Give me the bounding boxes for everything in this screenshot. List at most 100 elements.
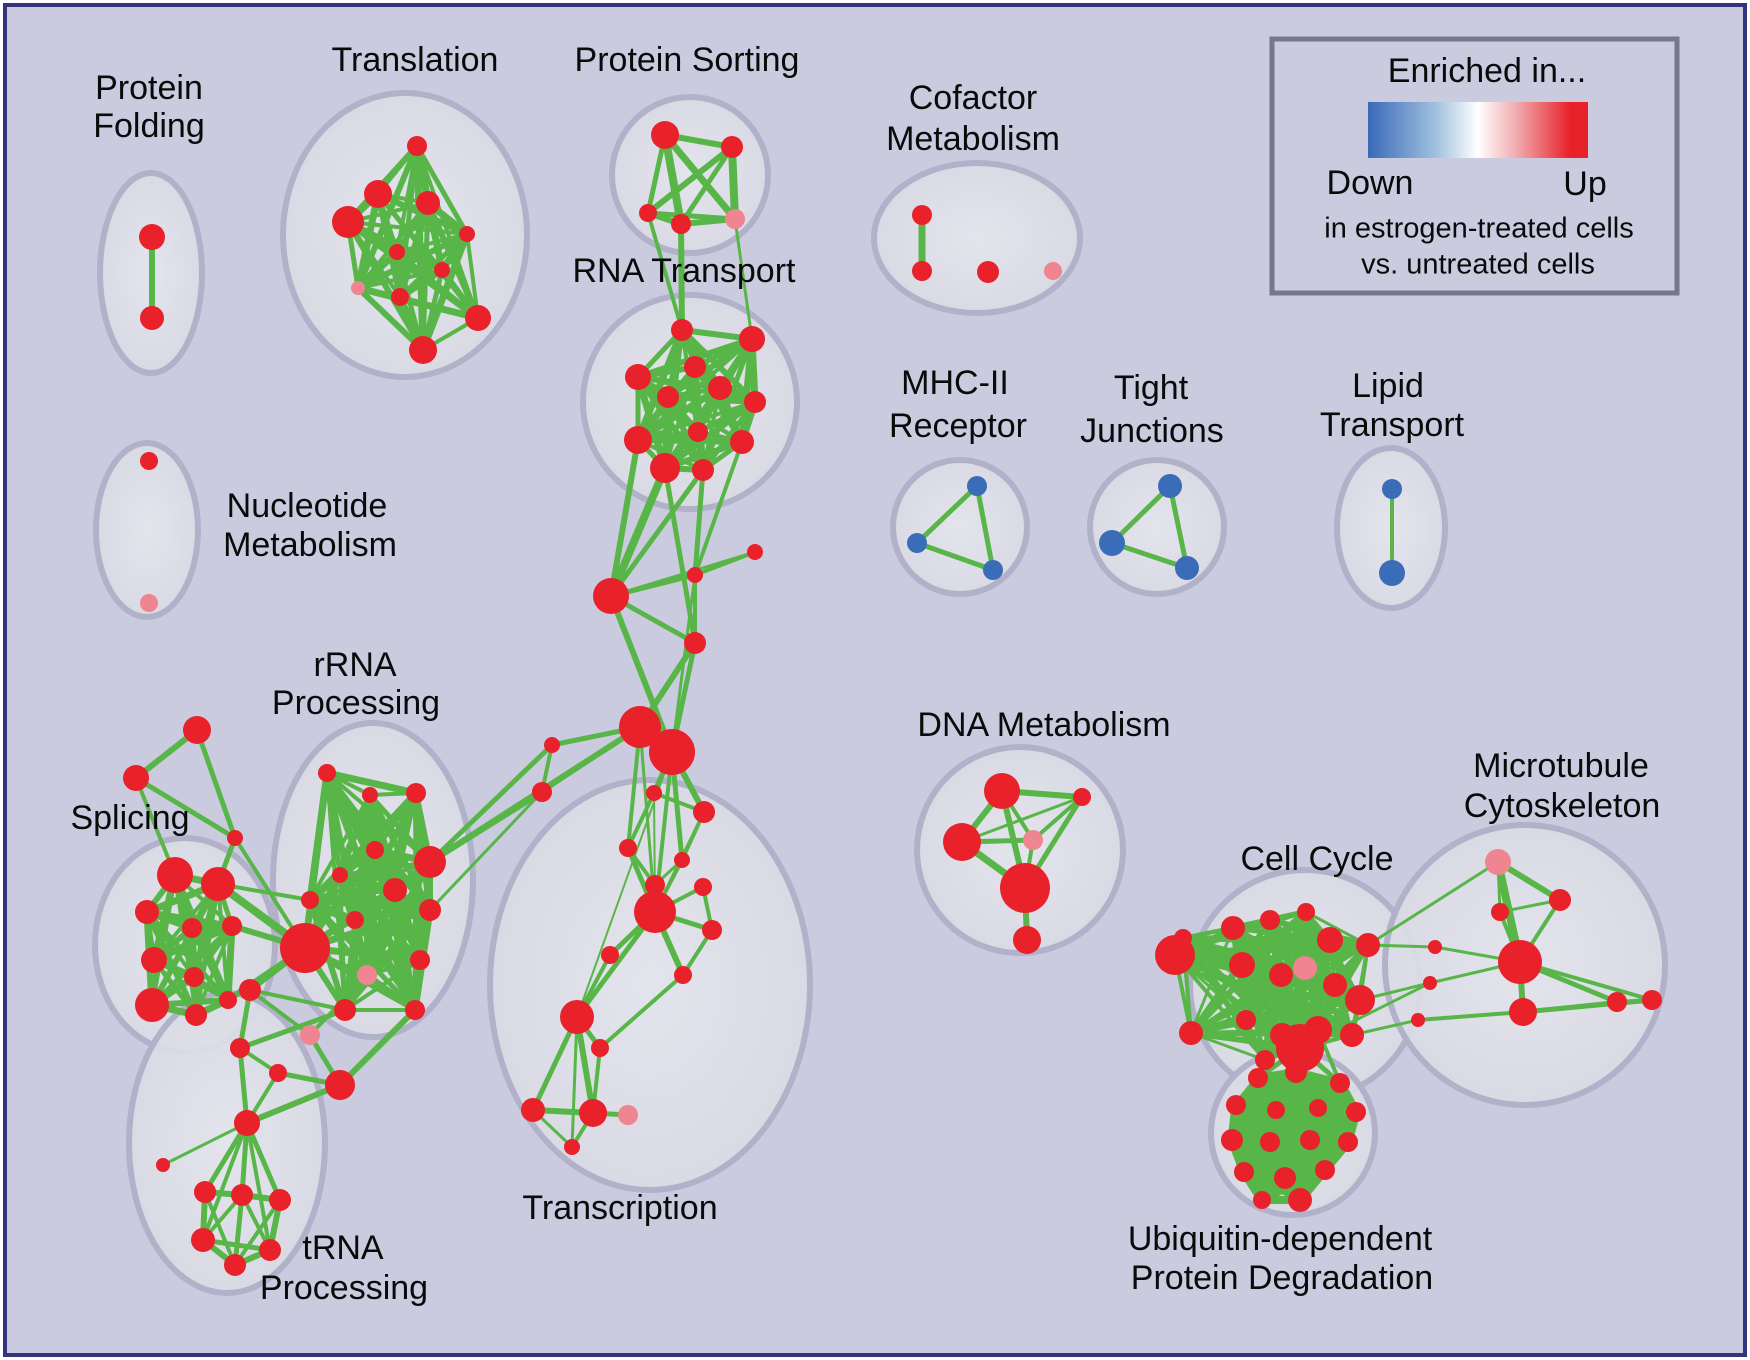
node-connectors-11	[239, 979, 261, 1001]
legend-gradient-bar	[1368, 102, 1588, 158]
node-splicing-3	[182, 918, 202, 938]
edge-cell-cycle	[1189, 973, 1283, 1035]
node-translation-9	[465, 305, 491, 331]
node-rrna-processing-12	[410, 950, 430, 970]
node-connectors-10	[227, 830, 243, 846]
node-cell-cycle-7	[1293, 956, 1317, 980]
node-rna-transport-2	[625, 364, 651, 390]
node-ubiquitin-degradation-8	[1260, 1132, 1280, 1152]
cluster-label-transcription-0: Transcription	[522, 1189, 717, 1227]
node-ubiquitin-degradation-3	[1226, 1095, 1246, 1115]
node-transcription-0	[646, 785, 662, 801]
node-dna-metabolism-3	[1023, 830, 1043, 850]
edge-rrna-processing	[323, 769, 420, 797]
node-cell-cycle-5	[1356, 933, 1380, 957]
edge-protein-sorting	[645, 144, 735, 216]
node-rrna-processing-13	[334, 999, 356, 1021]
node-transcription-12	[521, 1098, 545, 1122]
node-microtubule-cytoskeleton-4	[1509, 998, 1537, 1026]
cluster-label-mhc-ii-receptor-0: MHC-II	[901, 364, 1009, 402]
cluster-label-cofactor-metabolism-0: Cofactor	[909, 79, 1038, 117]
node-splicing-9	[219, 991, 237, 1009]
edge-translation	[356, 268, 444, 290]
node-splicing-0	[157, 857, 193, 893]
edge-rrna-processing	[308, 860, 432, 902]
edge-rrna-processing	[353, 918, 417, 1012]
edge-translation	[355, 285, 426, 353]
node-translation-8	[391, 288, 409, 306]
cluster-label-translation-0: Translation	[332, 41, 499, 79]
edge-protein-sorting	[678, 144, 735, 227]
edge-protein-sorting	[661, 131, 739, 223]
node-ubiquitin-degradation-11	[1234, 1162, 1254, 1182]
edge-cell-cycle	[1173, 953, 1267, 1062]
node-rna-transport-7	[688, 422, 708, 442]
node-splicing-5	[141, 947, 167, 973]
node-cofactor-metabolism-1	[912, 261, 932, 281]
edge-dna-metabolism	[1031, 795, 1084, 842]
edge-link-rna-transport-connectors	[662, 465, 698, 646]
node-trna-processing-7	[224, 1254, 246, 1276]
edge-link-protein-sorting-rna-transport	[733, 217, 754, 341]
cluster-label-protein-sorting-0: Protein Sorting	[575, 41, 800, 79]
node-microtubule-cytoskeleton-9	[1642, 990, 1662, 1010]
node-cell-cycle-8	[1269, 963, 1293, 987]
edge-rna-transport	[634, 326, 686, 444]
cluster-ellipse-cofactor-metabolism	[871, 160, 1083, 316]
node-protein-folding-1	[140, 306, 164, 330]
edge-mhc-ii-receptor	[914, 540, 996, 573]
edge-splicing	[144, 909, 231, 1003]
node-transcription-8	[601, 946, 619, 964]
node-ubiquitin-degradation-7	[1221, 1129, 1243, 1151]
node-microtubule-cytoskeleton-1	[1549, 889, 1571, 911]
node-cell-cycle-2	[1260, 910, 1280, 930]
edge-trna-processing	[233, 1198, 282, 1267]
cluster-label-tight-junctions-1: Junctions	[1080, 412, 1224, 450]
node-rrna-processing-5	[414, 846, 446, 878]
cluster-label-nucleotide-metabolism-0: Nucleotide	[227, 487, 388, 525]
edge-link-protein-sorting-rna-transport	[678, 221, 685, 333]
edge-translation	[354, 248, 401, 292]
node-rna-transport-4	[708, 376, 732, 400]
node-rrna-processing-8	[419, 899, 441, 921]
edge-transcription	[570, 1015, 579, 1149]
node-transcription-11	[591, 1039, 609, 1057]
cluster-label-protein-folding-0: Protein	[95, 69, 203, 107]
node-tight-junctions-0	[1158, 474, 1182, 498]
edge-protein-sorting	[728, 143, 739, 223]
node-cell-cycle-14	[1340, 1023, 1364, 1047]
node-microtubule-cytoskeleton-7	[1423, 976, 1437, 990]
edge-rna-transport	[665, 394, 758, 405]
edge-trna-processing	[201, 1121, 249, 1242]
node-tight-junctions-2	[1175, 556, 1199, 580]
edge-trna-processing	[202, 1120, 250, 1195]
cluster-label-dna-metabolism-0: DNA Metabolism	[917, 706, 1170, 744]
node-trna-processing-0	[234, 1110, 260, 1136]
edge-cell-cycle	[1188, 962, 1245, 1036]
node-lipid-transport-0	[1382, 479, 1402, 499]
edge-link-rna-transport-connectors	[608, 437, 641, 599]
cluster-label-ubiquitin-degradation-0: Ubiquitin-dependent	[1128, 1220, 1433, 1258]
node-connectors-13	[269, 1064, 287, 1082]
edge-protein-sorting	[661, 131, 685, 228]
node-protein-sorting-2	[639, 204, 657, 222]
edge-link-rrna-processing-connectors	[337, 1007, 418, 1088]
node-ubiquitin-degradation-4	[1267, 1101, 1285, 1119]
node-translation-3	[332, 206, 364, 238]
node-connectors-7	[532, 782, 552, 802]
node-rna-transport-1	[739, 326, 765, 352]
node-ubiquitin-degradation-5	[1309, 1099, 1327, 1117]
node-dna-metabolism-5	[1013, 926, 1041, 954]
edge-link-connectors-trna-processing	[244, 1082, 343, 1126]
edge-transcription	[530, 1014, 580, 1113]
node-cell-cycle-0	[1221, 916, 1245, 940]
node-cell-cycle-4	[1317, 927, 1343, 953]
node-cell-cycle-17	[1155, 935, 1195, 975]
edge-microtubule-cytoskeleton	[1521, 1000, 1619, 1014]
cluster-ellipse-protein-sorting	[609, 94, 771, 256]
node-cell-cycle-9	[1323, 973, 1347, 997]
cluster-label-lipid-transport-0: Lipid	[1352, 367, 1424, 405]
node-transcription-9	[674, 966, 692, 984]
node-transcription-2	[619, 839, 637, 857]
